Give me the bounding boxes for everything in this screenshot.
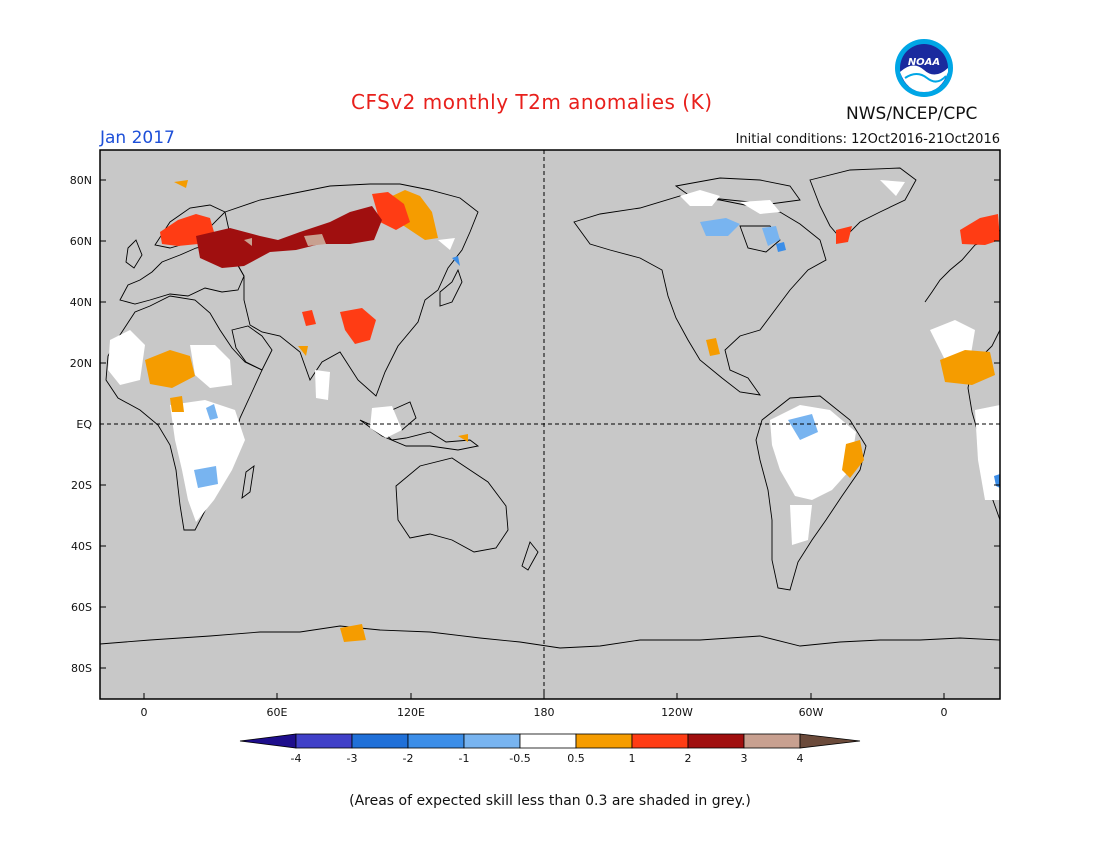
legend-swatch bbox=[631, 733, 689, 749]
legend-swatch bbox=[407, 733, 465, 749]
legend-tick: -4 bbox=[291, 752, 302, 765]
lon-label: 60W bbox=[799, 706, 824, 719]
lon-label: 180 bbox=[534, 706, 555, 719]
legend-tick: 1 bbox=[629, 752, 636, 765]
map-title: CFSv2 monthly T2m anomalies (K) bbox=[351, 90, 713, 114]
legend-arrow-right bbox=[799, 733, 861, 749]
legend-swatch bbox=[463, 733, 521, 749]
legend-swatch bbox=[519, 733, 577, 749]
north-america-coast bbox=[573, 195, 827, 396]
legend-arrow-left bbox=[239, 733, 297, 749]
positive-anomaly-regions bbox=[145, 180, 1000, 642]
south-america-coast bbox=[755, 395, 867, 591]
legend-ticks: -4 -3 -2 -1 -0.5 0.5 1 2 3 4 bbox=[291, 752, 804, 765]
legend-tick: 0.5 bbox=[567, 752, 585, 765]
indonesia-coast bbox=[359, 419, 480, 451]
lon-label: 120E bbox=[397, 706, 425, 719]
negative-anomaly-regions bbox=[194, 218, 1000, 488]
lon-label: 0 bbox=[141, 706, 148, 719]
africa-coast bbox=[105, 295, 263, 531]
europe-coast-wrap bbox=[924, 229, 1001, 303]
legend-tick: -1 bbox=[459, 752, 470, 765]
new-zealand-coast bbox=[521, 541, 539, 571]
legend-swatch bbox=[575, 733, 633, 749]
lat-labels: 80N 60N 40N 20N EQ 20S 40S 60S 80S bbox=[70, 174, 93, 675]
initial-conditions: Initial conditions: 12Oct2016-21Oct2016 bbox=[735, 132, 1000, 147]
asia-coast bbox=[224, 183, 479, 397]
lat-label: 60S bbox=[71, 601, 92, 614]
lon-label: 0 bbox=[941, 706, 948, 719]
arctic-islands bbox=[674, 177, 801, 205]
legend-swatch bbox=[351, 733, 409, 749]
noaa-logo: NOAA bbox=[895, 39, 953, 97]
lon-labels: 0 60E 120E 180 120W 60W 0 bbox=[141, 706, 948, 719]
hudson-bay bbox=[739, 225, 781, 253]
map-background bbox=[100, 150, 1000, 699]
forecast-period: Jan 2017 bbox=[100, 128, 175, 148]
madagascar-coast bbox=[241, 464, 255, 500]
lon-label: 60E bbox=[267, 706, 288, 719]
legend-tick: 4 bbox=[797, 752, 804, 765]
lon-label: 120W bbox=[661, 706, 693, 719]
legend-tick: 2 bbox=[685, 752, 692, 765]
lat-ticks bbox=[100, 179, 1000, 669]
antarctica-coast bbox=[99, 625, 1001, 700]
legend-tick: -3 bbox=[347, 752, 358, 765]
borneo-coast bbox=[389, 401, 417, 431]
legend-swatch bbox=[743, 733, 801, 749]
near-normal-regions bbox=[108, 180, 1000, 545]
arabia-coast bbox=[231, 325, 273, 371]
legend-tick: -0.5 bbox=[509, 752, 530, 765]
agency-label: NWS/NCEP/CPC bbox=[846, 104, 978, 124]
coastlines bbox=[99, 167, 1001, 700]
lat-label: 40S bbox=[71, 540, 92, 553]
logo-text: NOAA bbox=[908, 57, 940, 68]
skill-footnote: (Areas of expected skill less than 0.3 a… bbox=[349, 793, 751, 809]
legend-tick: 3 bbox=[741, 752, 748, 765]
greenland-coast bbox=[809, 167, 917, 241]
lon-ticks bbox=[143, 693, 945, 699]
lat-label: 60N bbox=[70, 235, 92, 248]
britain-coast bbox=[125, 239, 143, 269]
legend-colorbar bbox=[239, 733, 861, 749]
lat-label: 20S bbox=[71, 479, 92, 492]
legend-swatch bbox=[687, 733, 745, 749]
legend-swatch bbox=[295, 733, 353, 749]
legend-tick: -2 bbox=[403, 752, 414, 765]
lat-label: 20N bbox=[70, 357, 92, 370]
australia-coast bbox=[395, 457, 509, 553]
lat-label: EQ bbox=[76, 418, 92, 431]
africa-coast-wrap bbox=[967, 329, 1001, 521]
lat-label: 40N bbox=[70, 296, 92, 309]
scandinavia-coast bbox=[154, 204, 226, 249]
europe-coast bbox=[119, 244, 245, 305]
lat-label: 80S bbox=[71, 662, 92, 675]
japan-coast bbox=[439, 268, 463, 307]
lat-label: 80N bbox=[70, 174, 92, 187]
map-frame bbox=[99, 149, 1001, 700]
